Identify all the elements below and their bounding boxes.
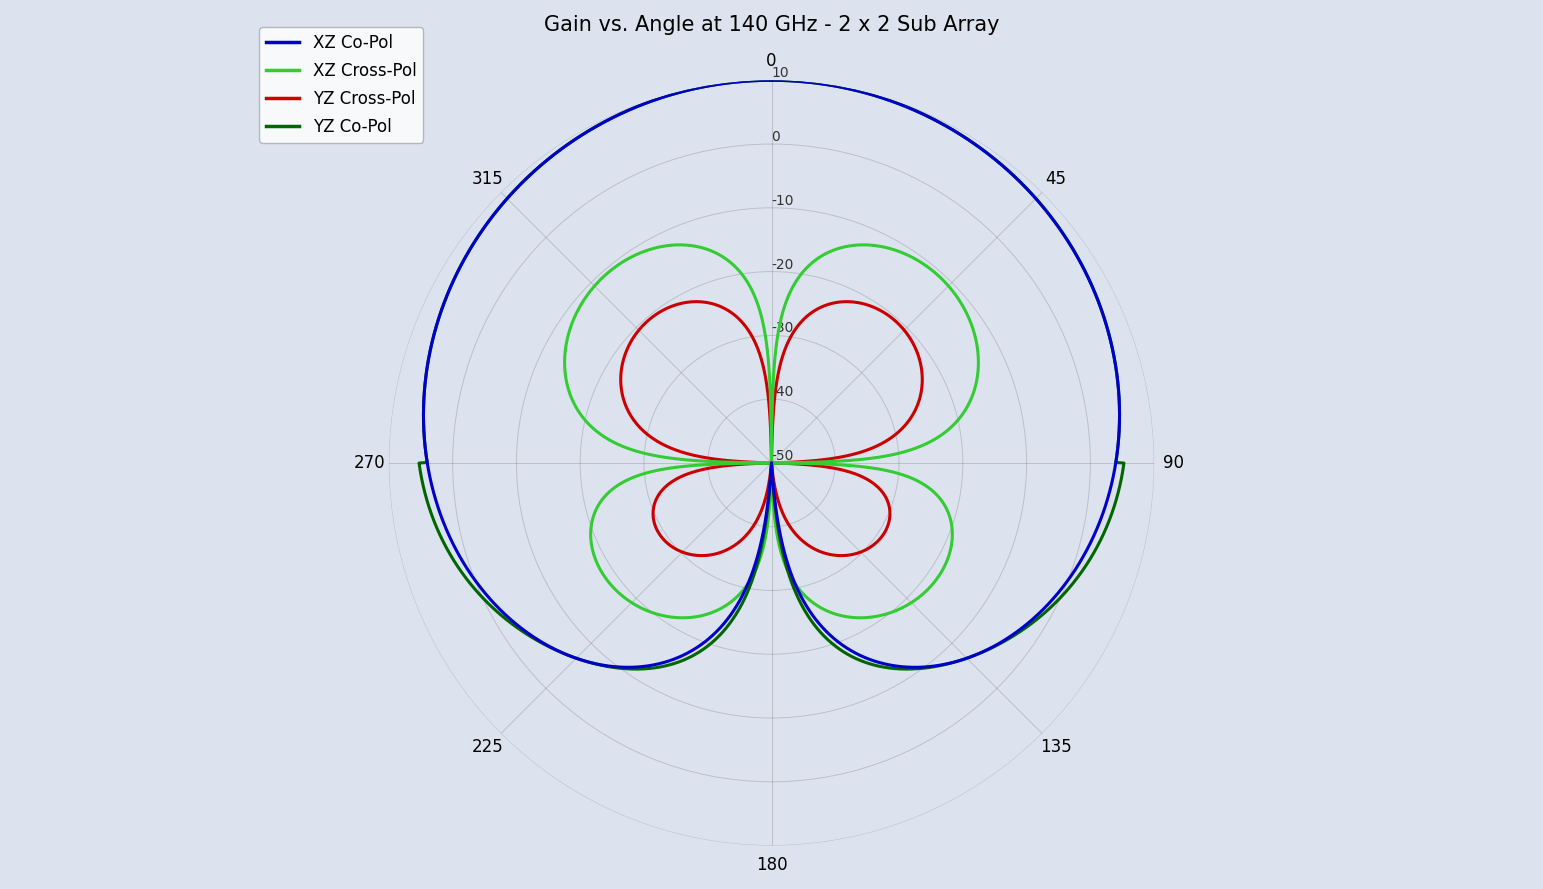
Legend: XZ Co-Pol, XZ Cross-Pol, YZ Cross-Pol, YZ Co-Pol: XZ Co-Pol, XZ Cross-Pol, YZ Cross-Pol, Y… bbox=[259, 28, 423, 143]
Title: Gain vs. Angle at 140 GHz - 2 x 2 Sub Array: Gain vs. Angle at 140 GHz - 2 x 2 Sub Ar… bbox=[543, 15, 1000, 35]
